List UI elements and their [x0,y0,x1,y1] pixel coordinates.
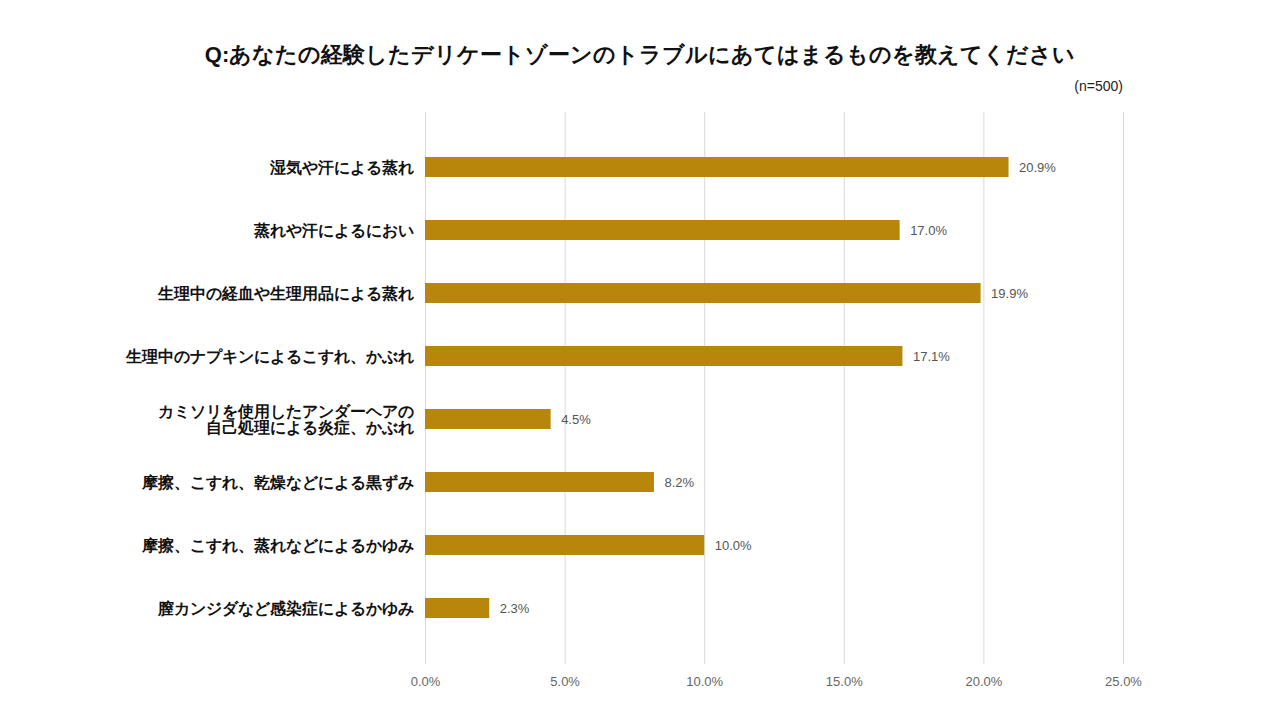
svg-text:蒸れや汗によるにおい: 蒸れや汗によるにおい [253,222,414,239]
svg-text:8.2%: 8.2% [664,475,694,490]
svg-text:カミソリを使用したアンダーヘアの自己処理による炎症、かぶれ: カミソリを使用したアンダーヘアの自己処理による炎症、かぶれ [158,403,414,436]
svg-text:摩擦、こすれ、乾燥などによる黒ずみ: 摩擦、こすれ、乾燥などによる黒ずみ [141,474,414,492]
svg-text:10.0%: 10.0% [686,674,723,689]
svg-text:19.9%: 19.9% [991,286,1028,301]
svg-text:湿気や汗による蒸れ: 湿気や汗による蒸れ [269,159,414,176]
html-text:Q:あなたの経験したデリケートゾーンのトラブルにあてはまるも: Q:あなたの経験したデリケートゾーンのトラブルにあてはまるものを教えてください [204,42,1076,67]
svg-text:2.3%: 2.3% [500,601,530,616]
svg-text:10.0%: 10.0% [715,538,752,553]
svg-text:15.0%: 15.0% [826,674,863,689]
svg-text:生理中のナプキンによるこすれ、かぶれ: 生理中のナプキンによるこすれ、かぶれ [125,348,414,366]
svg-text:0.0%: 0.0% [411,674,441,689]
svg-text:4.5%: 4.5% [561,412,591,427]
svg-text:摩擦、こすれ、蒸れなどによるかゆみ: 摩擦、こすれ、蒸れなどによるかゆみ [141,537,414,555]
svg-text:17.1%: 17.1% [913,349,950,364]
svg-text:25.0%: 25.0% [1105,674,1142,689]
svg-text:5.0%: 5.0% [550,674,580,689]
svg-text:20.0%: 20.0% [965,674,1002,689]
svg-text:生理中の経血や生理用品による蒸れ: 生理中の経血や生理用品による蒸れ [157,285,414,302]
html-text:(n=500): (n=500) [1074,78,1123,94]
svg-text:17.0%: 17.0% [910,223,947,238]
svg-text:20.9%: 20.9% [1019,160,1056,175]
svg-text:膣カンジダなど感染症によるかゆみ: 膣カンジダなど感染症によるかゆみ [157,600,414,618]
